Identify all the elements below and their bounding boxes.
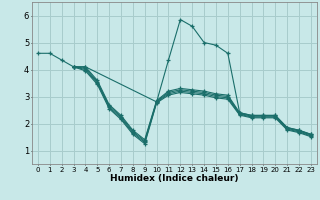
X-axis label: Humidex (Indice chaleur): Humidex (Indice chaleur) xyxy=(110,174,239,183)
